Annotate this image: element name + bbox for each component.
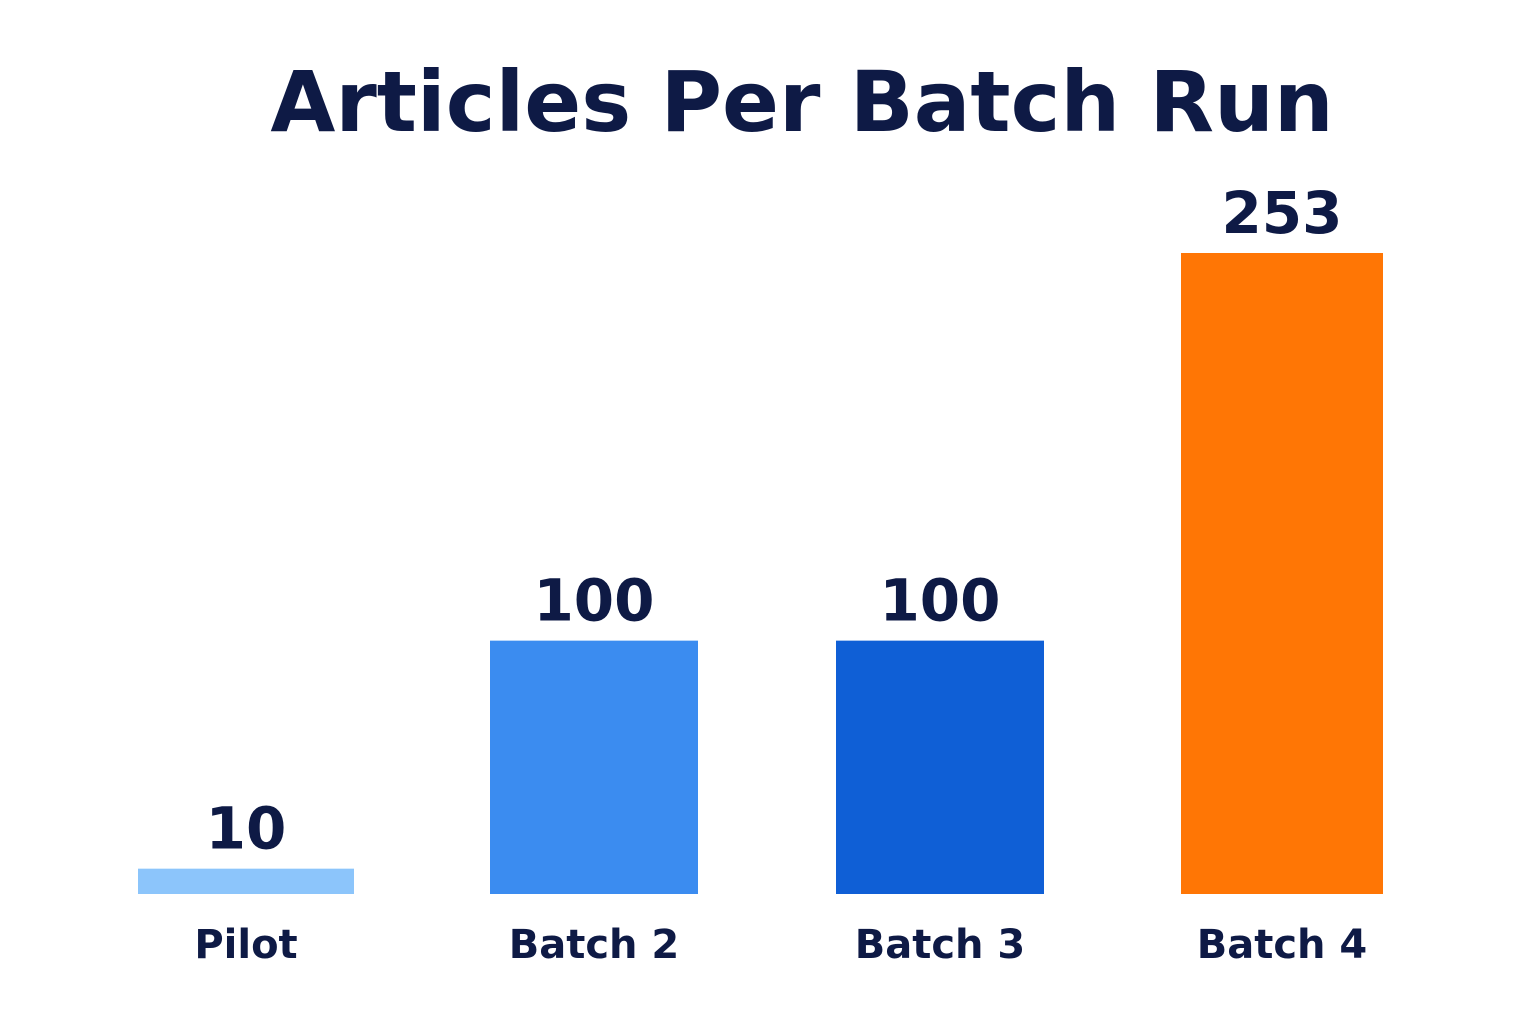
bar-batch-4	[1181, 253, 1383, 894]
category-label: Pilot	[194, 922, 297, 968]
bar-batch-3	[836, 640, 1044, 894]
value-label: 100	[879, 567, 1000, 635]
value-label: 10	[206, 795, 287, 863]
value-label: 100	[533, 567, 654, 635]
value-labels-layer: 10 100 100 253	[206, 179, 1343, 863]
category-label: Batch 3	[855, 922, 1026, 968]
bar-batch-2	[490, 640, 698, 894]
category-labels-layer: Pilot Batch 2 Batch 3 Batch 4	[194, 922, 1367, 968]
chart-title: Articles Per Batch Run	[270, 53, 1333, 151]
bars-layer	[138, 253, 1383, 894]
bar-pilot	[138, 868, 354, 894]
category-label: Batch 4	[1197, 922, 1368, 968]
category-label: Batch 2	[509, 922, 680, 968]
value-label: 253	[1221, 179, 1342, 247]
